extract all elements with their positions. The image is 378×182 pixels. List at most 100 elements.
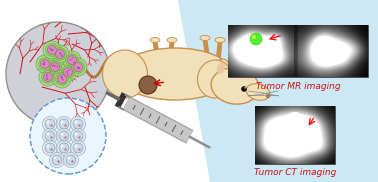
Circle shape — [63, 51, 81, 69]
Circle shape — [252, 35, 256, 39]
Circle shape — [71, 128, 85, 143]
Circle shape — [66, 155, 76, 165]
Ellipse shape — [200, 35, 210, 41]
Circle shape — [52, 49, 54, 51]
Circle shape — [73, 62, 75, 63]
Circle shape — [45, 43, 59, 56]
Circle shape — [46, 58, 64, 76]
Circle shape — [40, 60, 50, 68]
Ellipse shape — [266, 94, 270, 98]
Circle shape — [74, 120, 77, 124]
Circle shape — [74, 132, 77, 136]
Circle shape — [68, 157, 71, 159]
Circle shape — [50, 136, 53, 139]
Ellipse shape — [215, 37, 225, 43]
Circle shape — [46, 74, 48, 76]
Circle shape — [59, 143, 69, 153]
Circle shape — [68, 56, 76, 64]
Circle shape — [60, 132, 64, 136]
Circle shape — [42, 141, 57, 155]
Circle shape — [64, 124, 67, 127]
Circle shape — [39, 58, 51, 70]
Circle shape — [56, 72, 68, 86]
Circle shape — [73, 62, 82, 72]
Bar — [228, 25, 368, 77]
Text: Tumor CT imaging: Tumor CT imaging — [254, 168, 336, 177]
Circle shape — [74, 145, 77, 147]
Ellipse shape — [197, 60, 232, 98]
Circle shape — [50, 124, 53, 127]
Circle shape — [56, 116, 71, 132]
Circle shape — [50, 48, 51, 50]
Circle shape — [285, 112, 305, 132]
Ellipse shape — [102, 50, 147, 98]
Circle shape — [46, 132, 50, 136]
Circle shape — [43, 61, 45, 63]
Circle shape — [61, 55, 63, 57]
Circle shape — [77, 67, 79, 69]
Circle shape — [43, 63, 45, 65]
Circle shape — [39, 68, 57, 86]
Circle shape — [59, 131, 69, 141]
Polygon shape — [178, 0, 378, 182]
Circle shape — [64, 68, 73, 76]
Circle shape — [71, 60, 85, 74]
Circle shape — [66, 71, 68, 73]
Circle shape — [64, 148, 67, 151]
Circle shape — [50, 148, 53, 151]
Ellipse shape — [246, 84, 270, 100]
Circle shape — [45, 119, 55, 129]
Ellipse shape — [118, 48, 232, 100]
Circle shape — [64, 153, 79, 167]
Circle shape — [43, 41, 61, 59]
Circle shape — [46, 78, 48, 80]
Circle shape — [56, 50, 65, 58]
Circle shape — [71, 57, 73, 59]
Circle shape — [69, 58, 87, 76]
Circle shape — [54, 48, 67, 60]
Circle shape — [64, 136, 67, 139]
Circle shape — [60, 76, 62, 78]
Circle shape — [73, 143, 83, 153]
Circle shape — [60, 145, 64, 147]
Text: Tumor MR imaging: Tumor MR imaging — [256, 82, 340, 91]
Circle shape — [71, 116, 85, 132]
Circle shape — [70, 59, 71, 61]
Circle shape — [46, 145, 50, 147]
Circle shape — [79, 67, 80, 69]
Circle shape — [54, 157, 56, 159]
Circle shape — [139, 76, 157, 94]
Circle shape — [65, 54, 79, 66]
Bar — [255, 106, 335, 164]
Circle shape — [45, 131, 55, 141]
Circle shape — [48, 46, 56, 54]
Circle shape — [56, 128, 71, 143]
Circle shape — [43, 63, 45, 65]
Circle shape — [6, 22, 110, 126]
Ellipse shape — [167, 37, 177, 43]
Circle shape — [62, 66, 74, 78]
Ellipse shape — [150, 37, 160, 43]
Circle shape — [42, 116, 57, 132]
Circle shape — [52, 65, 54, 66]
Circle shape — [71, 141, 85, 155]
Circle shape — [36, 55, 54, 73]
Circle shape — [67, 73, 69, 75]
Circle shape — [78, 148, 81, 151]
Circle shape — [56, 141, 71, 155]
Ellipse shape — [217, 62, 225, 74]
Circle shape — [78, 136, 81, 139]
Ellipse shape — [211, 68, 259, 104]
Circle shape — [52, 155, 62, 165]
Ellipse shape — [215, 59, 229, 77]
Circle shape — [43, 72, 53, 82]
Circle shape — [245, 87, 246, 89]
Circle shape — [68, 70, 70, 71]
Circle shape — [59, 63, 77, 81]
Circle shape — [59, 52, 61, 54]
Circle shape — [250, 33, 262, 45]
Circle shape — [60, 120, 64, 124]
Circle shape — [57, 74, 67, 84]
Circle shape — [42, 128, 57, 143]
Circle shape — [48, 60, 62, 74]
